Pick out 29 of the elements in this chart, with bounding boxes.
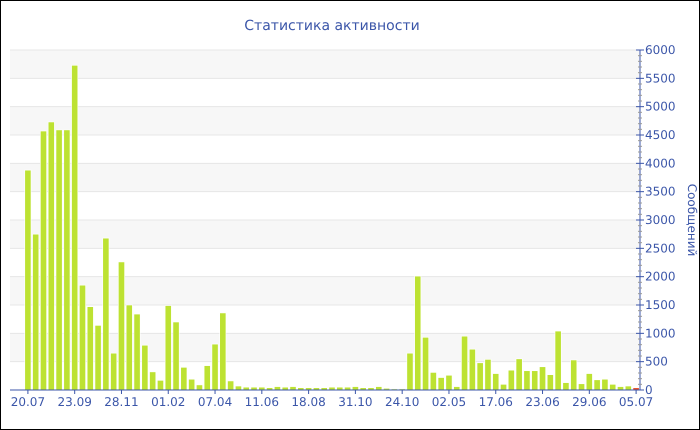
y-tick-label: 6000 — [645, 43, 676, 57]
y-tick-label: 3500 — [645, 184, 676, 199]
y-tick-label: 5500 — [645, 71, 676, 86]
y-tick-label: 2000 — [645, 270, 676, 284]
x-tick-label: 05.07 — [618, 395, 654, 409]
y-axis-title: Сообщений — [685, 184, 699, 256]
x-tick-label: 28.11 — [104, 395, 139, 409]
y-tick-label: 3000 — [645, 213, 676, 227]
x-tick-label: 11.06 — [244, 395, 279, 409]
y-tick-label: 4500 — [645, 128, 676, 142]
y-tick-label: 0 — [645, 383, 653, 397]
y-tick-label: 2500 — [645, 241, 676, 256]
x-tick-label: 24.10 — [385, 395, 420, 409]
y-tick-label: 500 — [645, 354, 668, 369]
x-tick-label: 23.09 — [58, 395, 92, 409]
y-tick-label: 1500 — [645, 298, 676, 312]
chart-title: Статистика активности — [244, 18, 420, 34]
x-tick-label: 23.06 — [525, 395, 560, 409]
x-tick-label: 18.08 — [291, 395, 326, 409]
y-tick-label: 1000 — [645, 326, 676, 340]
y-tick-label: 4000 — [645, 156, 676, 170]
x-tick-label: 07.04 — [198, 395, 232, 409]
x-tick-label: 01.02 — [151, 395, 186, 409]
y-tick-label: 5000 — [645, 100, 676, 114]
x-tick-label: 31.10 — [338, 395, 373, 409]
x-tick-label: 02.05 — [432, 395, 466, 409]
x-tick-label: 29.06 — [572, 395, 606, 409]
x-tick-label: 17.06 — [478, 395, 513, 409]
x-tick-label: 20.07 — [10, 395, 46, 409]
